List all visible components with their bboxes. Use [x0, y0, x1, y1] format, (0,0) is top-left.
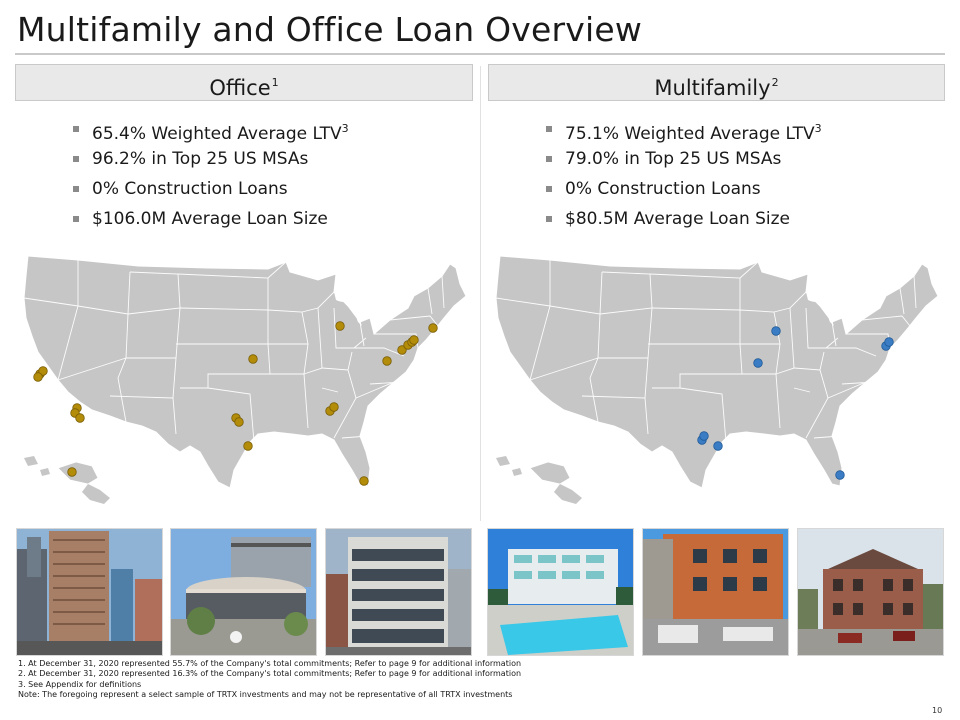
- multifamily-stat-msa: 79.0% in Top 25 US MSAs: [545, 144, 822, 174]
- office-header: Office1: [15, 64, 473, 101]
- office-stat-text: 0% Construction Loans: [92, 179, 288, 199]
- map-marker: [359, 476, 369, 486]
- footnote-1: 1. At December 31, 2020 represented 55.7…: [18, 659, 522, 668]
- office-stat-text: $106.0M Average Loan Size: [92, 209, 328, 229]
- office-stat-text: 96.2% in Top 25 US MSAs: [92, 149, 309, 169]
- map-marker: [409, 335, 419, 345]
- office-photo-1: [16, 528, 163, 656]
- map-marker: [713, 441, 723, 451]
- map-marker: [234, 417, 244, 427]
- multifamily-stat-text: 0% Construction Loans: [565, 179, 761, 199]
- multifamily-stat-footnote: 3: [814, 122, 822, 135]
- square-bullet-icon: [73, 186, 79, 192]
- map-marker: [397, 345, 407, 355]
- office-photo-2: [170, 528, 317, 656]
- office-loan-markers: [33, 321, 438, 486]
- us-map-outline: [23, 255, 467, 505]
- map-marker: [248, 354, 258, 364]
- square-bullet-icon: [73, 126, 79, 132]
- map-marker: [428, 323, 438, 333]
- multifamily-photo-3: [797, 528, 944, 656]
- map-marker: [771, 326, 781, 336]
- multifamily-us-map: [495, 255, 939, 505]
- map-marker: [329, 402, 339, 412]
- map-marker: [38, 366, 48, 376]
- map-marker: [67, 467, 77, 477]
- multifamily-stat-text: 75.1% Weighted Average LTV: [565, 124, 815, 144]
- office-stats-list: 65.4% Weighted Average LTV3 96.2% in Top…: [72, 114, 349, 234]
- office-stat-loan-size: $106.0M Average Loan Size: [72, 204, 349, 234]
- us-map-outline: [495, 255, 939, 505]
- multifamily-loan-markers: [697, 326, 894, 480]
- multifamily-stats-list: 75.1% Weighted Average LTV3 79.0% in Top…: [545, 114, 822, 234]
- page-title: Multifamily and Office Loan Overview: [17, 10, 643, 49]
- map-marker: [75, 413, 85, 423]
- square-bullet-icon: [546, 186, 552, 192]
- multifamily-stat-loan-size: $80.5M Average Loan Size: [545, 204, 822, 234]
- square-bullet-icon: [546, 156, 552, 162]
- title-underline: [15, 53, 945, 55]
- multifamily-stat-text: $80.5M Average Loan Size: [565, 209, 791, 229]
- footnote-note: Note: The foregoing represent a select s…: [18, 690, 513, 700]
- map-marker: [382, 356, 392, 366]
- multifamily-stat-ltv: 75.1% Weighted Average LTV3: [545, 114, 822, 144]
- office-stat-msa: 96.2% in Top 25 US MSAs: [72, 144, 349, 174]
- multifamily-stat-text: 79.0% in Top 25 US MSAs: [565, 149, 782, 169]
- column-divider: [480, 66, 481, 521]
- square-bullet-icon: [73, 156, 79, 162]
- multifamily-photo-2: [642, 528, 789, 656]
- multifamily-header-label: Multifamily: [654, 76, 771, 100]
- multifamily-header: Multifamily2: [488, 64, 945, 101]
- map-marker: [884, 337, 894, 347]
- footnote-3: 3. See Appendix for definitions: [18, 679, 142, 689]
- office-stat-ltv: 65.4% Weighted Average LTV3: [72, 114, 349, 144]
- office-stat-text: 65.4% Weighted Average LTV: [92, 124, 342, 144]
- page-number: 10: [932, 706, 943, 715]
- map-marker: [699, 431, 709, 441]
- map-marker: [835, 470, 845, 480]
- office-header-label: Office: [209, 76, 271, 100]
- office-stat-footnote: 3: [341, 122, 349, 135]
- multifamily-header-footnote: 2: [771, 76, 779, 89]
- square-bullet-icon: [546, 126, 552, 132]
- multifamily-photo-1: [487, 528, 634, 656]
- multifamily-stat-construction: 0% Construction Loans: [545, 174, 822, 204]
- map-marker: [335, 321, 345, 331]
- office-header-footnote: 1: [271, 76, 279, 89]
- square-bullet-icon: [546, 216, 552, 222]
- footnotes: 1. At December 31, 2020 represented 55.7…: [18, 659, 521, 701]
- map-marker: [753, 358, 763, 368]
- office-us-map: [23, 255, 467, 505]
- office-photo-3: [325, 528, 472, 656]
- map-marker: [243, 441, 253, 451]
- map-marker: [33, 372, 43, 382]
- office-stat-construction: 0% Construction Loans: [72, 174, 349, 204]
- footnote-2: 2. At December 31, 2020 represented 16.3…: [18, 669, 522, 679]
- square-bullet-icon: [73, 216, 79, 222]
